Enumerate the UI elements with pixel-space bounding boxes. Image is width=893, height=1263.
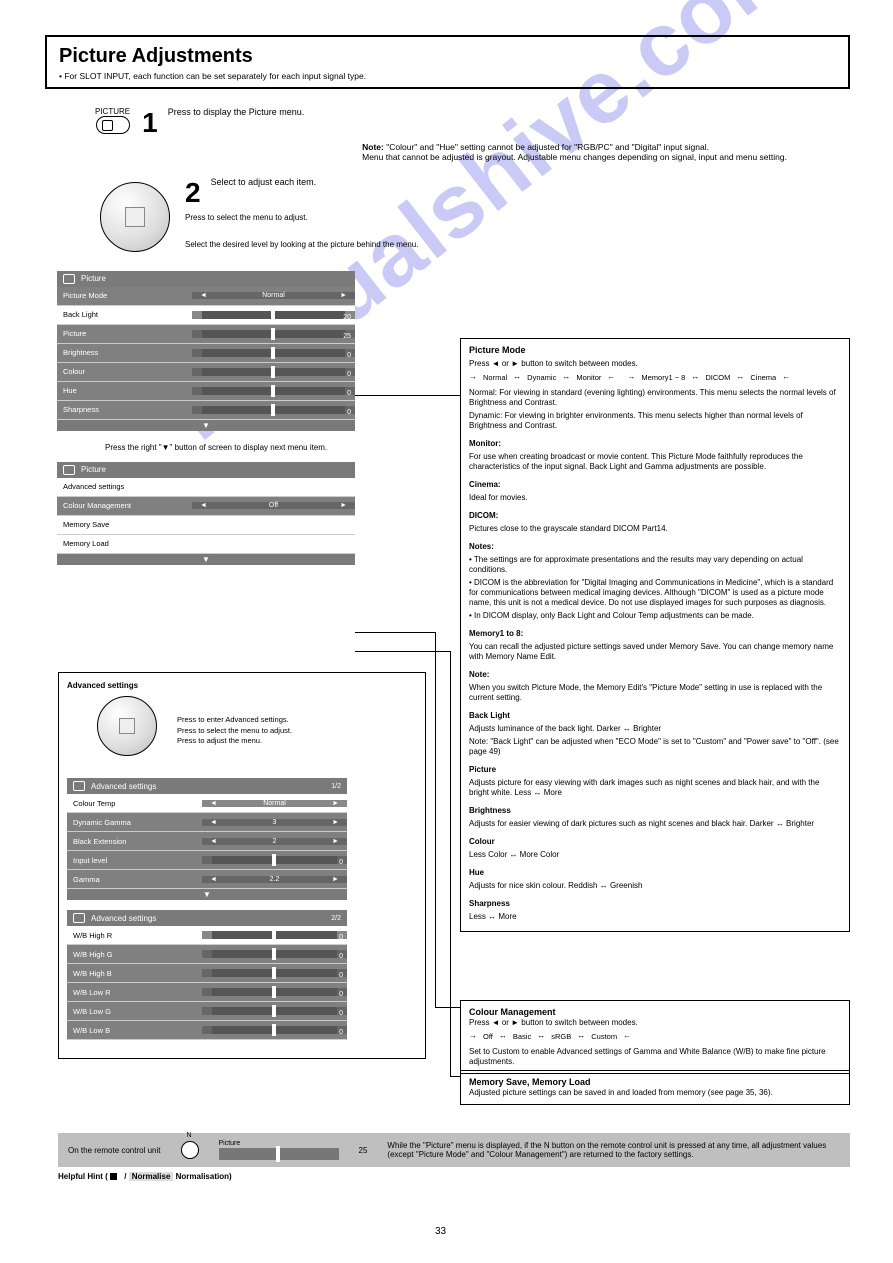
menu-row: Sharpness0 xyxy=(57,401,355,420)
page-number: 33 xyxy=(435,1226,446,1237)
menu-row: W/B Low B0 xyxy=(67,1021,347,1040)
advanced-menu-2: Advanced settings2/2 W/B High R0W/B High… xyxy=(67,910,347,1040)
menu-row: Picture25 xyxy=(57,325,355,344)
menu-row: Hue0 xyxy=(57,382,355,401)
picture-button-icon: PICTURE xyxy=(95,107,130,134)
menu-row: Picture Mode◄Normal► xyxy=(57,287,355,306)
menu-row: W/B High B0 xyxy=(67,964,347,983)
menu-row: Colour Management◄Off► xyxy=(57,497,355,516)
step-1-number: 1 xyxy=(142,107,158,139)
step-1: PICTURE 1 Press to display the Picture m… xyxy=(95,107,850,163)
menu-row: Gamma◄2.2► xyxy=(67,870,347,889)
menu-row: W/B High G0 xyxy=(67,945,347,964)
picture-mode-description: Picture Mode Press ◄ or ► button to swit… xyxy=(460,338,850,932)
menu-row: Memory Save xyxy=(57,516,355,535)
menu-row: W/B Low G0 xyxy=(67,1002,347,1021)
step-2: 2 Select to adjust each item. Press to s… xyxy=(45,177,850,257)
dpad-label-up: Press to select the menu to adjust. xyxy=(185,213,418,222)
page-subtitle: • For SLOT INPUT, each function can be s… xyxy=(59,71,836,81)
memory-save-load-box: Memory Save, Memory Load Adjusted pictur… xyxy=(460,1070,850,1105)
picture-menu-2: Picture Advanced settingsColour Manageme… xyxy=(57,462,355,565)
menu-row: Colour Temp◄Normal► xyxy=(67,794,347,813)
menu-row: Advanced settings xyxy=(57,478,355,497)
page-title: Picture Adjustments xyxy=(59,45,836,68)
menu-row: Colour0 xyxy=(57,363,355,382)
menu-row: W/B High R0 xyxy=(67,926,347,945)
menu-row: Black Extension◄2► xyxy=(67,832,347,851)
dpad-icon xyxy=(95,177,175,257)
menu-row: Input level0 xyxy=(67,851,347,870)
menu-row: Brightness0 xyxy=(57,344,355,363)
helpful-hint: Helpful Hint ( / Normalise Normalisation… xyxy=(58,1172,850,1182)
mode-chain: →Normal ↔Dynamic ↔Monitor ← →Memory1 ~ 8… xyxy=(469,372,841,382)
colour-management-box: Colour Management Press ◄ or ► button to… xyxy=(460,1000,850,1074)
step-2-text: Select to adjust each item. xyxy=(211,177,317,187)
title-box: Picture Adjustments • For SLOT INPUT, ea… xyxy=(45,35,850,89)
dpad-icon-2 xyxy=(97,696,167,766)
menu-row: Dynamic Gamma◄3► xyxy=(67,813,347,832)
normalise-bar: On the remote control unit Picture 25 Wh… xyxy=(58,1133,850,1167)
advanced-menu-1: Advanced settings1/2 Colour Temp◄Normal►… xyxy=(67,778,347,900)
n-button-icon xyxy=(181,1141,199,1159)
picture-menu-1: Picture Picture Mode◄Normal►Back Light20… xyxy=(57,271,355,431)
menu-row: Back Light20 xyxy=(57,306,355,325)
step-2-number: 2 xyxy=(185,177,201,209)
advanced-settings-box: Advanced settings Press to enter Advance… xyxy=(58,672,426,1059)
menu-row: Memory Load xyxy=(57,535,355,554)
step-1-text: Press to display the Picture menu. xyxy=(168,107,305,117)
dpad-label-lr: Select the desired level by looking at t… xyxy=(185,240,418,249)
menu-row: W/B Low R0 xyxy=(67,983,347,1002)
step-1-note: Note: "Colour" and "Hue" setting cannot … xyxy=(362,143,787,163)
